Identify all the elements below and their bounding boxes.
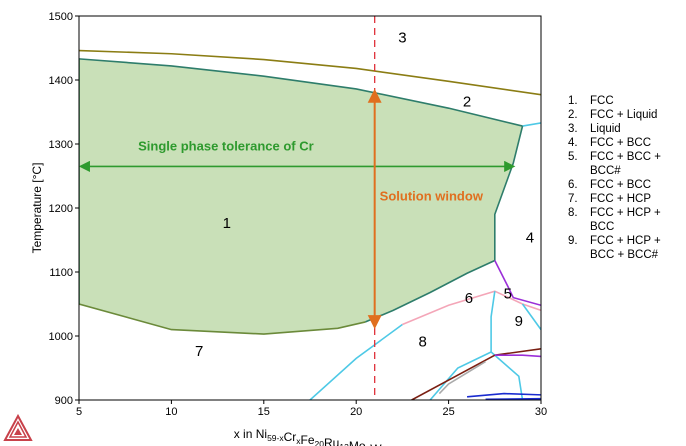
legend-item-number: 2. <box>568 109 578 121</box>
x-tick-label: 5 <box>76 406 82 418</box>
legend-item: 7. FCC + HCP <box>568 192 686 206</box>
x-tick-label: 25 <box>442 406 454 418</box>
phase-boundary-16 <box>494 354 541 358</box>
region-label-7: 7 <box>195 343 203 360</box>
legend-item: 3. Liquid <box>568 122 686 136</box>
legend-item-text: FCC + BCC + BCC# <box>590 151 661 177</box>
phase-boundary-12 <box>521 303 541 331</box>
legend-item: 2. FCC + Liquid <box>568 108 686 122</box>
region-label-1: 1 <box>223 215 231 232</box>
y-tick-label: 1400 <box>49 75 73 87</box>
legend: 1. FCC 2. FCC + Liquid 3. Liquid 4. FCC + BCC 5.… <box>568 94 686 262</box>
region-label-8: 8 <box>419 333 427 350</box>
legend-item-number: 4. <box>568 137 578 149</box>
single-phase-region <box>79 58 523 335</box>
legend-item-number: 5. <box>568 151 578 163</box>
phase-boundary-4 <box>493 125 524 261</box>
region-label-2: 2 <box>463 93 471 110</box>
region-label-3: 3 <box>398 29 406 46</box>
y-tick-label: 1000 <box>49 331 73 343</box>
region-label-4: 4 <box>526 230 534 247</box>
legend-item-number: 7. <box>568 193 578 205</box>
region-label-5: 5 <box>504 285 512 302</box>
phase-boundary-10 <box>494 260 541 307</box>
region-label-6: 6 <box>465 290 473 307</box>
legend-item: 9. FCC + HCP + BCC + BCC# <box>568 234 686 262</box>
x-tick-label: 30 <box>535 406 547 418</box>
y-tick-label: 1300 <box>49 139 73 151</box>
x-tick-label: 15 <box>258 406 270 418</box>
legend-item-number: 9. <box>568 235 578 247</box>
legend-item-text: FCC + HCP <box>590 193 652 205</box>
legend-item: 1. FCC <box>568 94 686 108</box>
legend-item: 5. FCC + BCC + BCC# <box>568 150 686 178</box>
phase-boundary-11 <box>490 291 524 400</box>
tolerance-label: Single phase tolerance of Cr <box>138 138 314 153</box>
y-tick-label: 1200 <box>49 203 73 215</box>
legend-item-text: FCC + HCP + BCC <box>590 207 661 233</box>
legend-item: 8. FCC + HCP + BCC <box>568 206 686 234</box>
phase-boundary-13 <box>429 351 492 400</box>
phase-boundary-3 <box>522 122 541 127</box>
y-tick-label: 1500 <box>49 11 73 23</box>
x-axis-title: x in Ni59-xCrxFe20Ru13Mo6W2 <box>234 427 387 446</box>
legend-item-number: 6. <box>568 179 578 191</box>
legend-item-text: FCC <box>590 95 614 107</box>
legend-item-text: FCC + BCC <box>590 179 652 191</box>
y-tick-label: 900 <box>55 395 73 407</box>
phase-boundary-8 <box>309 323 403 400</box>
phase-boundary-18 <box>467 392 541 398</box>
phase-boundary-19 <box>485 397 541 400</box>
solution-window-label: Solution window <box>380 188 484 203</box>
phase-boundary-14 <box>494 348 541 356</box>
legend-item: 6. FCC + BCC <box>568 178 686 192</box>
phase-boundary-17 <box>438 360 486 395</box>
phase-boundary-6 <box>79 303 366 335</box>
phase-boundary-15 <box>411 354 496 400</box>
legend-item: 4. FCC + BCC <box>568 136 686 150</box>
x-tick-label: 20 <box>350 406 362 418</box>
y-tick-label: 1100 <box>49 267 73 279</box>
phase-boundary-1 <box>79 49 541 96</box>
legend-item-number: 8. <box>568 207 578 219</box>
legend-item-number: 1. <box>568 95 578 107</box>
legend-item-text: Liquid <box>590 123 621 135</box>
x-tick-label: 10 <box>165 406 177 418</box>
phase-boundary-2 <box>79 58 523 127</box>
legend-item-number: 3. <box>568 123 578 135</box>
region-label-9: 9 <box>515 313 523 330</box>
y-axis-title: Temperature [°C] <box>30 163 44 254</box>
phase-boundary-5 <box>365 259 496 323</box>
legend-item-text: FCC + BCC <box>590 137 652 149</box>
thermo-calc-logo-icon <box>3 414 33 441</box>
legend-item-text: FCC + Liquid <box>590 109 658 121</box>
legend-item-text: FCC + HCP + BCC + BCC# <box>590 235 661 261</box>
